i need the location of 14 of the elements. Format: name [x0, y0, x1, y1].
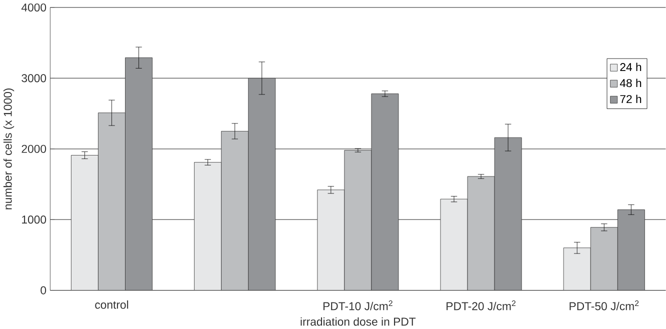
y-tick-label: 4000	[21, 3, 46, 12]
y-tick-label: 1000	[22, 215, 46, 224]
x-tick-label: control	[95, 300, 128, 309]
x-tick-label: PDT-20 J/cm$^{2}$	[446, 300, 516, 310]
legend-label: 24 h	[620, 62, 642, 71]
legend-label: 72 h	[620, 94, 642, 103]
x-tick-label: PDT-50 J/cm$^{2}$	[570, 300, 639, 310]
y-tick-label: 0	[40, 286, 46, 294]
y-axis-title: number of cells (x 1000)	[3, 88, 14, 210]
y-tick-label: 2000	[22, 144, 46, 153]
legend-label: 48 h	[620, 78, 642, 88]
y-tick-label: 3000	[22, 74, 46, 82]
x-tick-label: PDT-10 J/cm$^{2}$	[323, 300, 392, 310]
x-axis-title: irradiation dose in PDT	[300, 317, 416, 326]
